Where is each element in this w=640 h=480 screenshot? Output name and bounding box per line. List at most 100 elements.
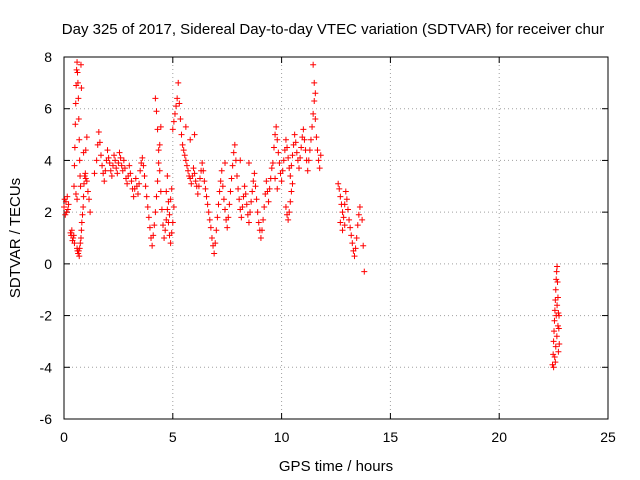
data-point (253, 196, 260, 203)
data-point (285, 216, 292, 223)
data-point (555, 348, 562, 355)
data-point (130, 193, 137, 200)
data-point (80, 193, 87, 200)
data-point (288, 188, 295, 195)
data-point (222, 160, 229, 167)
data-point (91, 170, 98, 177)
data-point (127, 170, 134, 177)
data-point (121, 165, 128, 172)
data-point (553, 276, 560, 283)
data-point (112, 157, 119, 164)
data-point (312, 90, 319, 97)
data-point (150, 232, 157, 239)
data-point (235, 185, 242, 192)
x-tick-label: 25 (600, 429, 616, 445)
data-point (230, 149, 237, 156)
x-tick-label: 20 (491, 429, 507, 445)
data-point (117, 154, 124, 161)
data-point (554, 322, 561, 329)
data-point (68, 227, 75, 234)
data-point (260, 216, 267, 223)
data-point (231, 141, 238, 148)
y-tick-label: 0 (44, 256, 52, 272)
data-point (61, 196, 68, 203)
data-point (346, 216, 353, 223)
data-point (71, 240, 78, 247)
data-point (316, 165, 323, 172)
data-point (242, 191, 249, 198)
data-point (211, 250, 218, 257)
data-point (359, 216, 366, 223)
data-point (102, 167, 109, 174)
data-point (225, 214, 232, 221)
data-point (551, 307, 558, 314)
data-point (288, 162, 295, 169)
data-point (72, 191, 79, 198)
plot-frame (63, 56, 609, 420)
data-point (73, 66, 80, 73)
data-point (336, 185, 343, 192)
data-point (180, 147, 187, 154)
data-point (552, 286, 559, 293)
data-point (275, 149, 282, 156)
data-point (554, 263, 561, 270)
data-point (237, 157, 244, 164)
data-point (140, 162, 147, 169)
data-point (77, 240, 84, 247)
data-point (191, 131, 198, 138)
data-point (164, 172, 171, 179)
data-point (167, 240, 174, 247)
data-point (233, 172, 240, 179)
data-point (195, 183, 202, 190)
data-point (93, 157, 100, 164)
data-point (70, 232, 77, 239)
data-point (219, 183, 226, 190)
data-point (106, 160, 113, 167)
data-point (229, 162, 236, 169)
data-point (76, 157, 83, 164)
data-point (200, 167, 207, 174)
data-point (259, 227, 266, 234)
data-point (157, 188, 164, 195)
data-point (86, 196, 93, 203)
data-point (220, 196, 227, 203)
data-point (307, 136, 314, 143)
data-point (185, 167, 192, 174)
data-point (305, 157, 312, 164)
data-point (76, 245, 83, 252)
data-point (270, 144, 277, 151)
gridlines (64, 57, 608, 419)
data-point (301, 136, 308, 143)
data-point (297, 154, 304, 161)
x-tick-label: 0 (60, 429, 68, 445)
data-point (74, 69, 81, 76)
data-point (552, 297, 559, 304)
data-point (204, 201, 211, 208)
data-point (161, 235, 168, 241)
data-point (311, 79, 318, 86)
data-point (126, 162, 133, 169)
data-point (304, 167, 311, 174)
data-point (74, 79, 81, 86)
data-point (108, 172, 115, 179)
data-point (77, 235, 84, 241)
data-point (217, 178, 224, 185)
data-point (101, 178, 108, 185)
data-point (74, 196, 81, 203)
data-point (280, 157, 287, 164)
data-point (154, 178, 161, 185)
data-point (269, 160, 276, 167)
data-point (310, 110, 317, 117)
data-point (282, 136, 289, 143)
data-point (554, 294, 561, 301)
data-point (252, 183, 259, 190)
data-point (339, 227, 346, 234)
y-tick-label: -4 (40, 359, 53, 375)
data-point (551, 328, 558, 335)
y-tick-label: -6 (40, 411, 53, 427)
data-point (310, 61, 317, 68)
data-point (62, 211, 69, 218)
data-point (340, 214, 347, 221)
data-point (190, 165, 197, 172)
data-point (65, 201, 72, 208)
